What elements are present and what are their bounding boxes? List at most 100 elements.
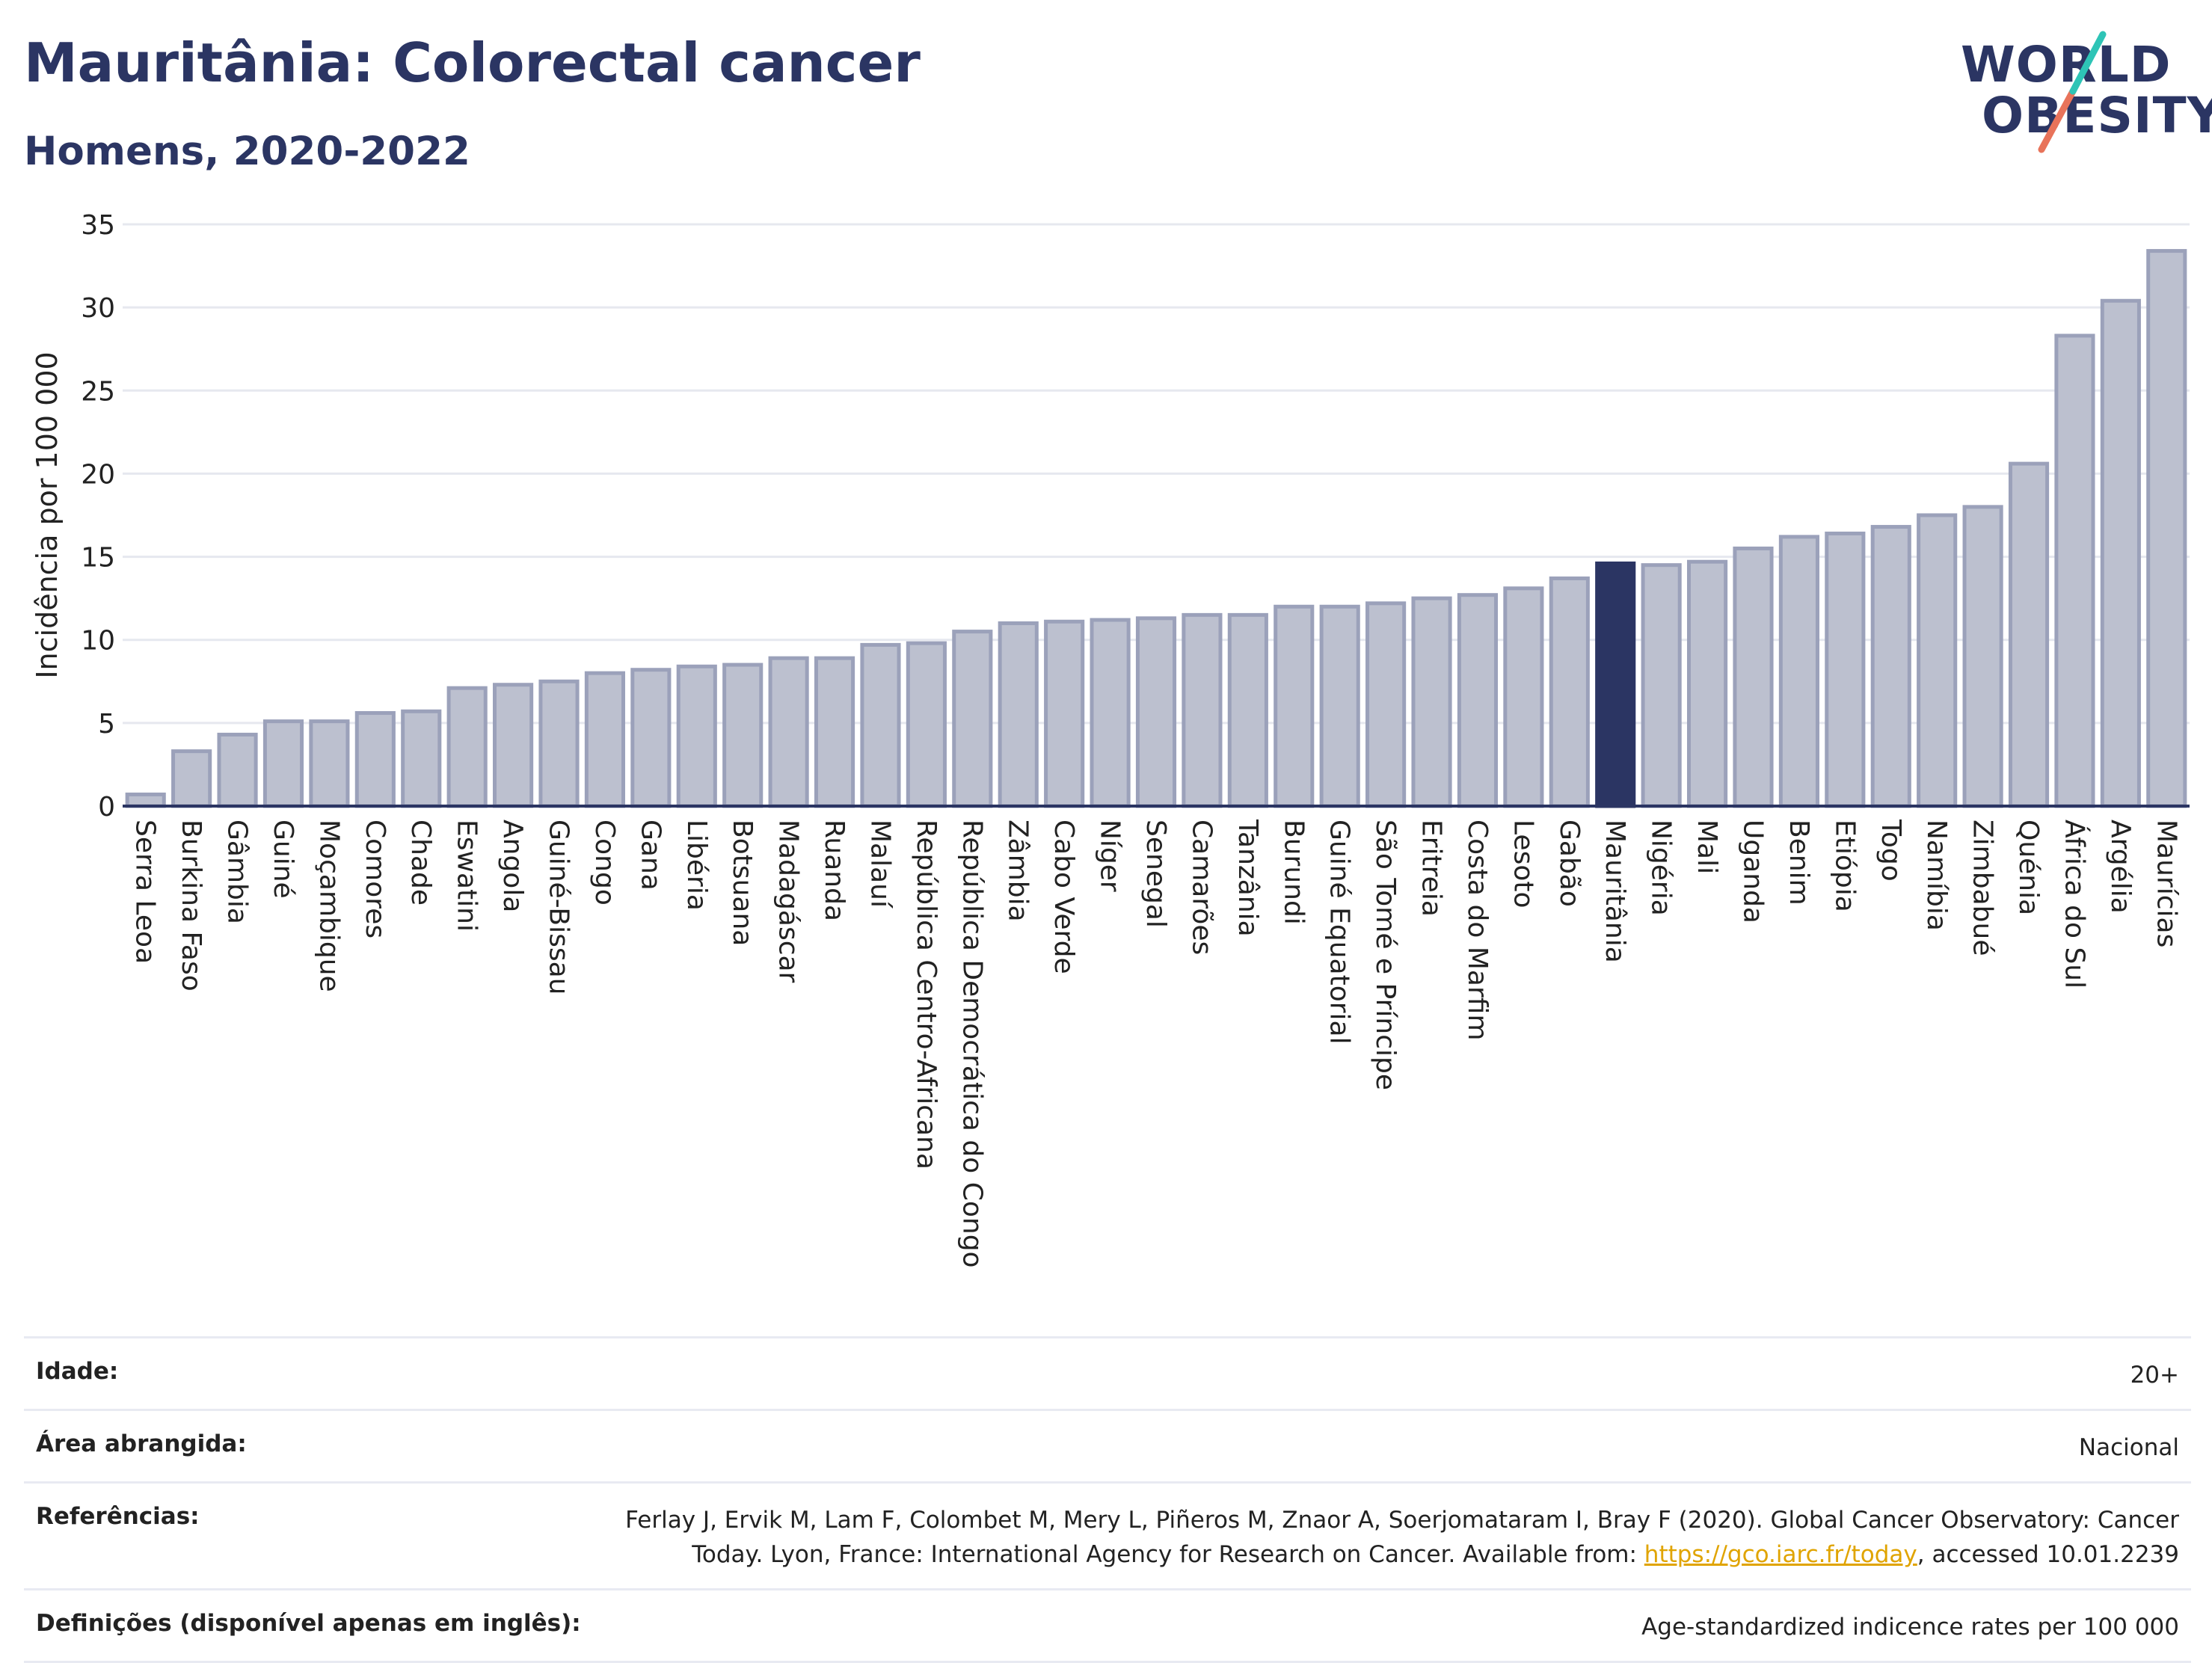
x-tick-label: Lesoto [1508, 820, 1538, 909]
x-tick-label: Quénia [2013, 820, 2044, 915]
bar [2100, 298, 2141, 808]
x-tick-label: São Tomé e Príncipe [1370, 820, 1401, 1090]
bar [354, 711, 396, 808]
x-tick-label: Madagáscar [773, 820, 804, 983]
bar [217, 732, 258, 808]
bar [493, 683, 534, 808]
x-tick-label: Gana [635, 820, 666, 891]
y-tick-label: 20 [81, 459, 115, 490]
x-tick-label: República Centro-Africana [911, 820, 941, 1169]
bar [584, 671, 626, 808]
x-tick-label: Namíbia [1921, 820, 1952, 931]
x-tick-label: Malauí [864, 820, 895, 909]
bar [1319, 604, 1360, 808]
x-tick-label: Serra Leoa [130, 820, 161, 964]
info-row-references: Referências: Ferlay J, Ervik M, Lam F, C… [24, 1481, 2191, 1588]
y-axis-label: Incidência por 100 000 [31, 351, 64, 678]
bar-chart: 0 5 10 15 20 25 30 35 Incidência por 100 000 Serr… [31, 210, 2190, 1268]
x-tick-label: Senegal [1140, 820, 1171, 928]
x-tick-label: Tanzânia [1232, 819, 1263, 937]
y-tick-label: 0 [98, 792, 115, 823]
reference-text: Ferlay J, Ervik M, Lam F, Colombet M, Me… [625, 1507, 2179, 1568]
x-tick-label: Eswatini [452, 820, 482, 932]
x-tick-label: Mali [1692, 820, 1722, 874]
bar [538, 679, 580, 808]
x-tick-label: Comores [360, 820, 390, 938]
x-tick-label: Argélia [2105, 820, 2136, 914]
bar [1090, 618, 1131, 808]
bar [1182, 612, 1223, 808]
x-tick-label: Cabo Verde [1048, 820, 1079, 974]
area-label: Área abrangida: [36, 1430, 247, 1457]
bar [1227, 612, 1268, 808]
bar [998, 621, 1039, 808]
info-row-area: Área abrangida: Nacional [24, 1409, 2191, 1481]
x-tick-label: Guiné Equatorial [1324, 820, 1355, 1045]
area-value: Nacional [2078, 1434, 2179, 1461]
x-tick-label: Mauritânia [1600, 820, 1630, 963]
x-tick-label: Chade [405, 820, 436, 906]
bar [1962, 505, 2003, 808]
x-tick-label: Maurícias [2151, 820, 2181, 947]
bar [1641, 563, 1682, 808]
bar [1549, 576, 1590, 808]
x-tick-label: Botsuana [727, 820, 758, 946]
x-tick-label: Costa do Marfim [1462, 820, 1493, 1041]
bar [1686, 559, 1728, 808]
bar [309, 719, 350, 808]
bar [1274, 604, 1315, 808]
info-table: Idade: 20+ Área abrangida: Nacional Refe… [24, 1336, 2191, 1663]
logo-line-2: OBESITY [1982, 87, 2212, 144]
bar [630, 668, 672, 808]
x-tick-label: África do Sul [2059, 820, 2090, 989]
x-tick-label: Camarões [1186, 820, 1217, 955]
bar [1825, 531, 1866, 808]
bar [768, 656, 809, 808]
bar [1503, 586, 1544, 808]
bar [446, 686, 488, 808]
y-tick-label: 15 [81, 543, 115, 574]
bar [2054, 333, 2095, 808]
references-value: Ferlay J, Ervik M, Lam F, Colombet M, Me… [609, 1503, 2179, 1572]
x-tick-label: Ruanda [819, 820, 850, 921]
y-tick-label: 25 [81, 376, 115, 407]
page-title: Mauritânia: Colorectal cancer [24, 31, 921, 94]
x-tick-label: Guiné-Bissau [544, 820, 574, 995]
definitions-label: Definições (disponível apenas em inglês)… [36, 1610, 581, 1637]
y-tick-label: 30 [81, 293, 115, 324]
y-tick-label: 35 [81, 210, 115, 241]
bar [1044, 619, 1085, 808]
reference-link[interactable]: https://gco.iarc.fr/today [1644, 1541, 1917, 1568]
x-tick-label: Benim [1784, 820, 1814, 906]
x-tick-label: Angola [497, 820, 528, 912]
age-value: 20+ [2130, 1362, 2179, 1389]
bar [2146, 249, 2187, 808]
bar [1411, 596, 1452, 808]
bar [814, 656, 855, 808]
bar [722, 663, 764, 808]
x-tick-label: Gabão [1554, 820, 1585, 907]
bar [1457, 593, 1499, 808]
x-tick-label: Etiópia [1829, 820, 1860, 912]
x-tick-label: Libéria [681, 820, 712, 911]
world-obesity-logo[interactable]: WORLD OBESITY [1944, 30, 2212, 161]
bar [2008, 461, 2050, 808]
bar [262, 719, 304, 808]
bar [1778, 535, 1819, 808]
y-tick-label: 5 [98, 709, 115, 740]
age-label: Idade: [36, 1358, 119, 1385]
info-row-age: Idade: 20+ [24, 1336, 2191, 1409]
bar [1733, 546, 1774, 808]
x-tick-label: Eritreia [1416, 820, 1447, 917]
definitions-value: Age-standardized indicence rates per 100… [1641, 1614, 2179, 1641]
x-tick-label: Nigéria [1646, 820, 1677, 916]
x-tick-label: Togo [1875, 819, 1906, 882]
info-row-definitions: Definições (disponível apenas em inglês)… [24, 1588, 2191, 1663]
bar-highlight [1595, 561, 1636, 808]
bar [1917, 513, 1958, 808]
x-tick-label: Burundi [1278, 820, 1309, 925]
x-tick-label: Moçambique [313, 820, 344, 992]
logo-line-1: WORLD [1961, 36, 2172, 93]
x-tick-label: República Democrática do Congo [956, 820, 987, 1268]
bar [1365, 601, 1407, 808]
